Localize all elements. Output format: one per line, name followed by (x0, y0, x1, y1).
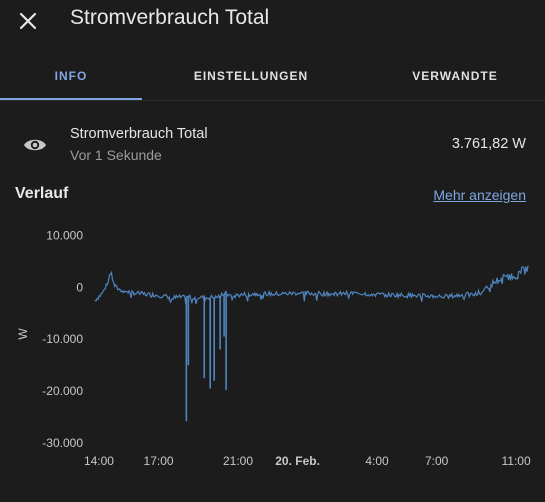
dialog-title: Stromverbrauch Total (70, 6, 270, 29)
tab-divider (0, 100, 545, 101)
y-tick-label: 10.000 (46, 228, 83, 242)
entity-state: 3.761,82 W (451, 136, 526, 152)
last-changed: Vor 1 Sekunde (70, 147, 162, 163)
history-title: Verlauf (15, 185, 69, 202)
eye-icon (22, 133, 48, 157)
y-tick-label: -10.000 (42, 332, 83, 346)
x-tick-label: 7:00 (425, 454, 449, 468)
y-axis-label: W (16, 328, 30, 340)
history-chart[interactable]: 10.000 0 -10.000 -20.000 -30.000 W 14:00 17:00 2… (0, 210, 545, 502)
x-tick-label: 20. Feb. (275, 454, 320, 468)
x-tick-label: 4:00 (365, 454, 389, 468)
x-tick-label: 11:00 (502, 454, 531, 468)
tab-info[interactable]: INFO (54, 69, 88, 83)
y-tick-label: -20.000 (42, 384, 83, 398)
active-tab-indicator (0, 98, 142, 100)
entity-name: Stromverbrauch Total (70, 126, 208, 142)
tab-settings[interactable]: EINSTELLUNGEN (193, 69, 309, 83)
entity-row[interactable]: Stromverbrauch Total Vor 1 Sekunde 3.761… (0, 118, 545, 172)
y-tick-label: -30.000 (42, 436, 83, 450)
x-tick-label: 14:00 (84, 454, 114, 468)
tab-related[interactable]: VERWANDTE (412, 69, 498, 83)
more-link[interactable]: Mehr anzeigen (433, 187, 526, 203)
series-line (94, 265, 529, 305)
tab-bar: INFO EINSTELLUNGEN VERWANDTE (0, 52, 545, 100)
x-tick-label: 21:00 (223, 454, 253, 468)
dialog-header: Stromverbrauch Total (0, 0, 545, 44)
y-tick-label: 0 (76, 280, 83, 294)
close-icon[interactable] (14, 7, 42, 35)
x-tick-label: 17:00 (144, 454, 174, 468)
